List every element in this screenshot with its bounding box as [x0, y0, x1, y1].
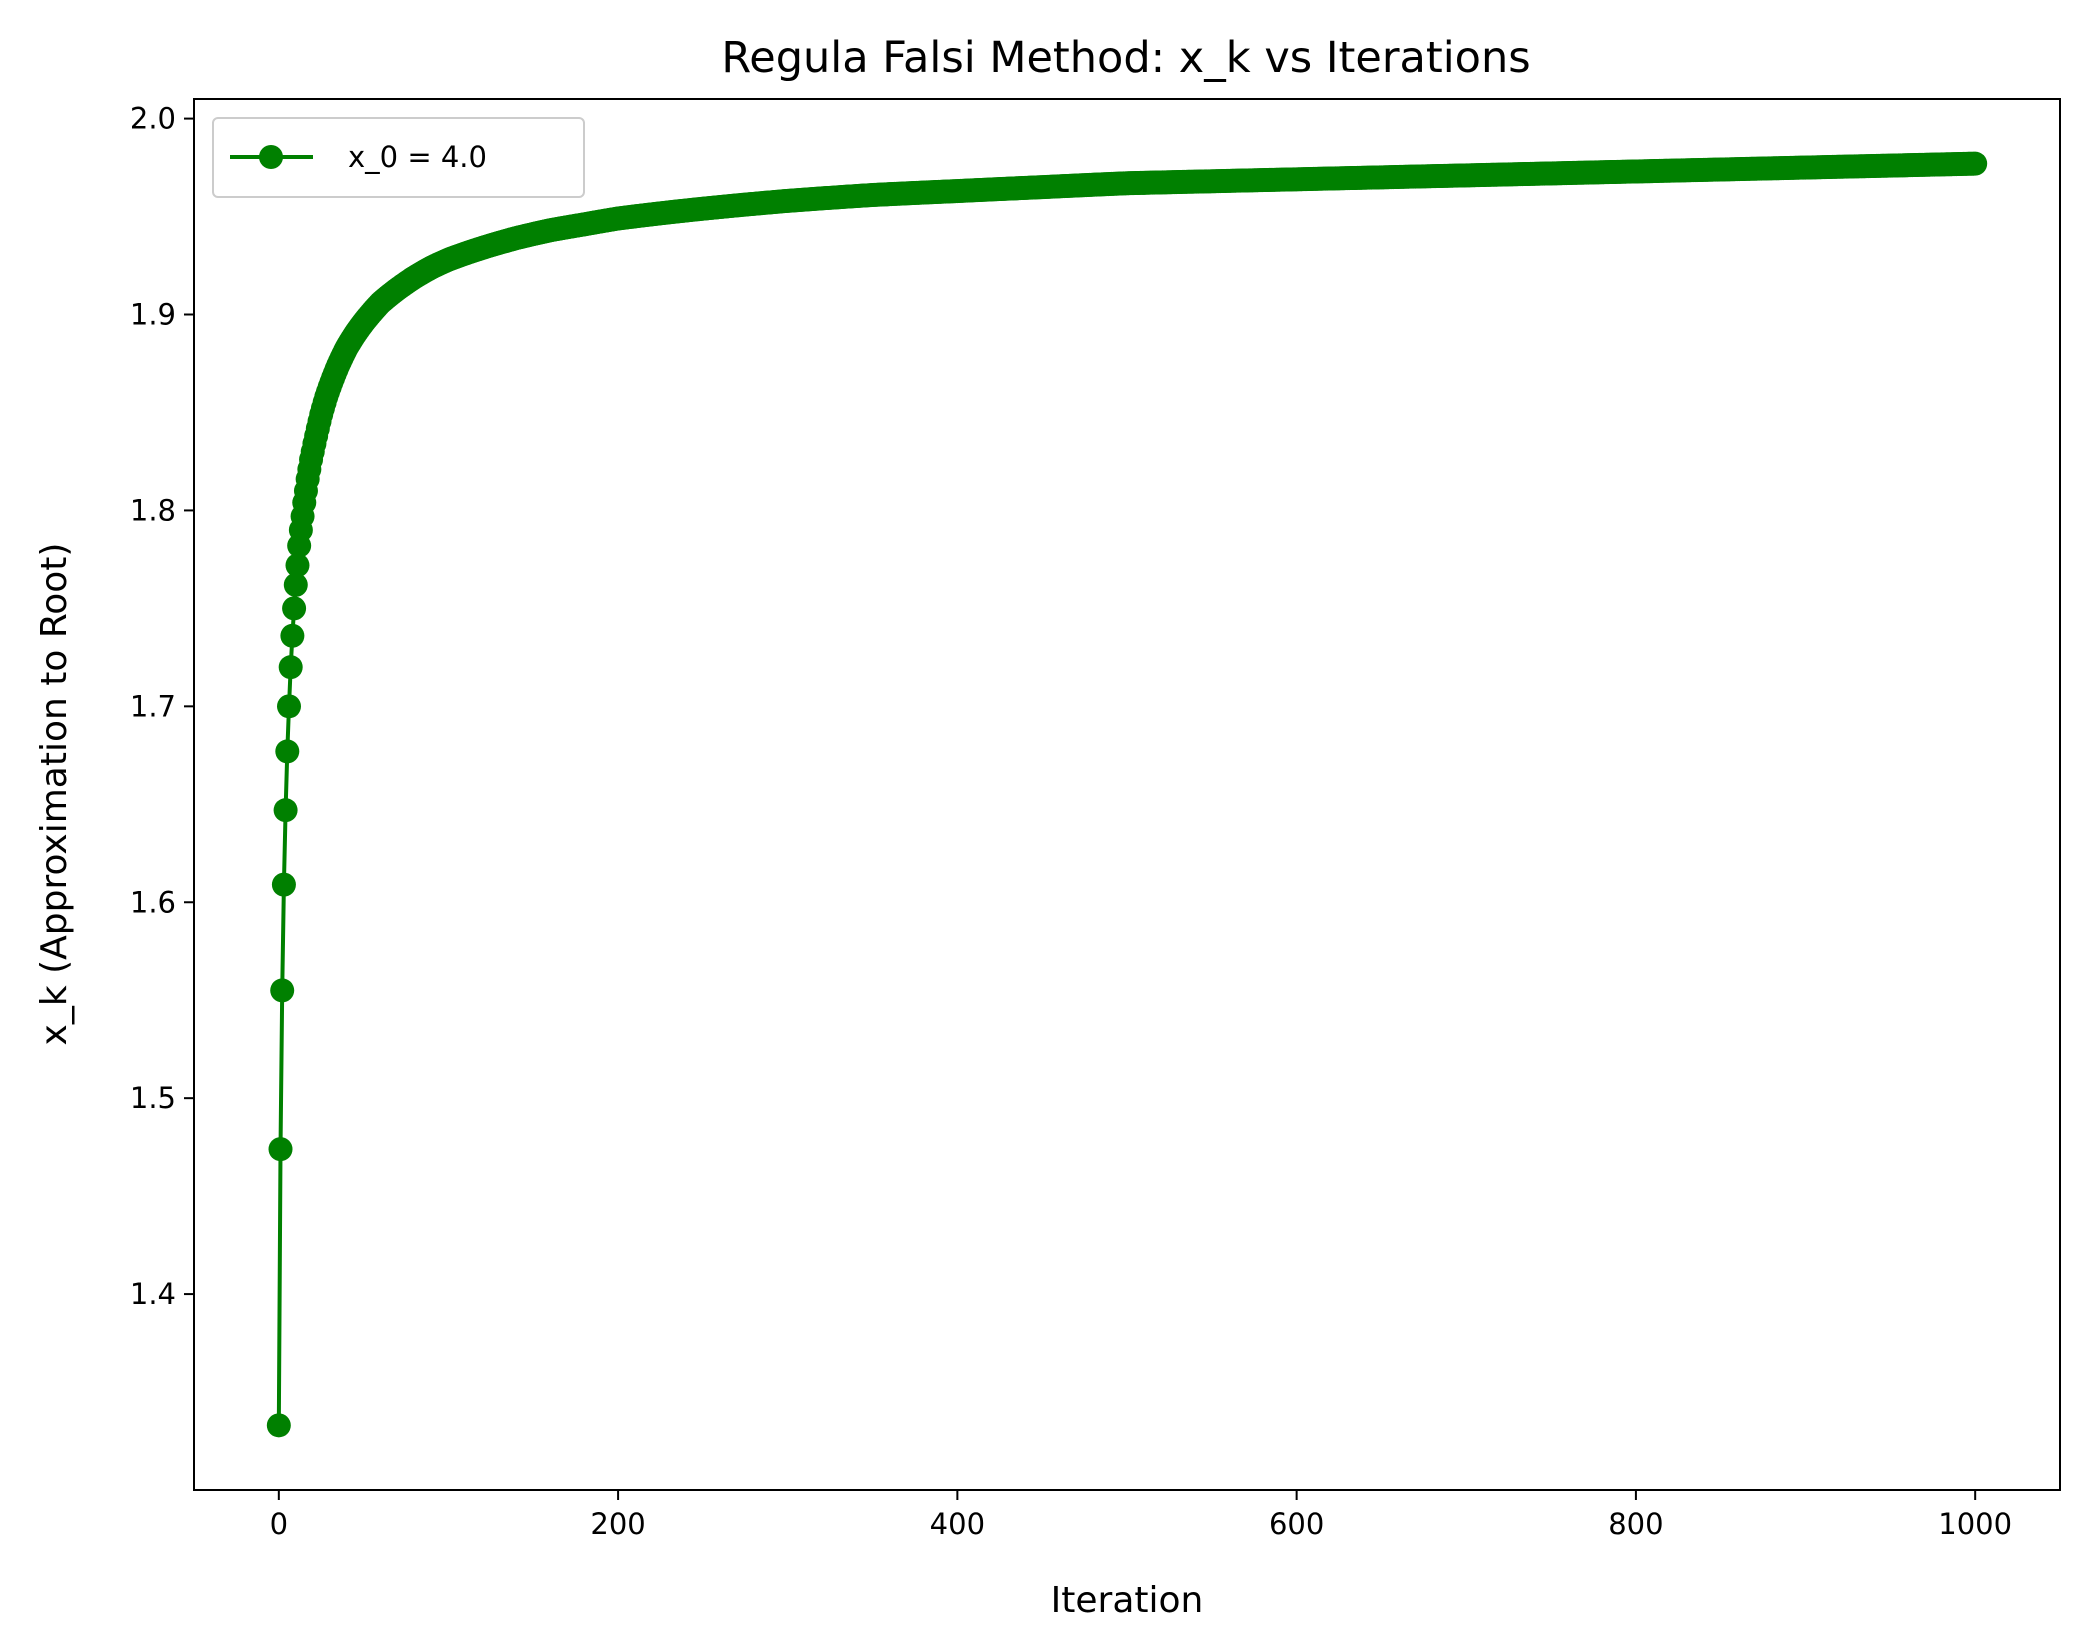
- y-axis-ticks: 1.4 1.5 1.6 1.7 1.8 1.9 2.0: [130, 102, 194, 1311]
- plot-area: 0 200 400 600 800 1000 1.4 1.5 1.6 1.7 1.8 1.9 2.0: [130, 98, 2061, 1541]
- chart-title: Regula Falsi Method: x_k vs Iterations: [721, 33, 1530, 83]
- y-tick-label: 1.8: [130, 493, 176, 527]
- data-point: [271, 872, 296, 897]
- series-markers: [266, 151, 1988, 1438]
- data-point: [282, 596, 307, 621]
- data-point: [285, 553, 310, 578]
- data-point: [1963, 151, 1988, 176]
- x-tick-label: 400: [930, 1507, 985, 1541]
- x-axis-label: Iteration: [1051, 1580, 1204, 1621]
- x-tick-label: 1000: [1938, 1507, 2012, 1541]
- data-point: [283, 572, 308, 597]
- y-tick-label: 2.0: [130, 102, 176, 136]
- y-tick-label: 1.9: [130, 298, 176, 332]
- x-tick-label: 200: [590, 1507, 645, 1541]
- x-tick-label: 600: [1269, 1507, 1324, 1541]
- y-tick-label: 1.5: [130, 1081, 176, 1115]
- axes-frame: [193, 98, 2061, 1491]
- data-point: [270, 978, 295, 1003]
- x-tick-label: 0: [270, 1507, 288, 1541]
- y-tick-label: 1.6: [130, 885, 176, 919]
- data-point: [278, 655, 303, 680]
- y-tick-label: 1.4: [130, 1277, 176, 1311]
- data-point: [268, 1137, 293, 1162]
- y-tick-label: 1.7: [130, 689, 176, 723]
- x-axis-ticks: 0 200 400 600 800 1000: [270, 1490, 2012, 1541]
- data-point: [280, 623, 305, 648]
- legend-entry-label: x_0 = 4.0: [348, 140, 487, 174]
- y-axis-label: x_k (Approximation to Root): [34, 543, 75, 1046]
- x-tick-label: 800: [1608, 1507, 1663, 1541]
- legend: x_0 = 4.0: [212, 117, 585, 198]
- data-point: [275, 739, 300, 764]
- data-point: [266, 1413, 291, 1438]
- legend-box: [212, 117, 585, 198]
- data-point: [277, 694, 301, 719]
- legend-marker-sample: [259, 145, 283, 169]
- data-point: [273, 798, 298, 823]
